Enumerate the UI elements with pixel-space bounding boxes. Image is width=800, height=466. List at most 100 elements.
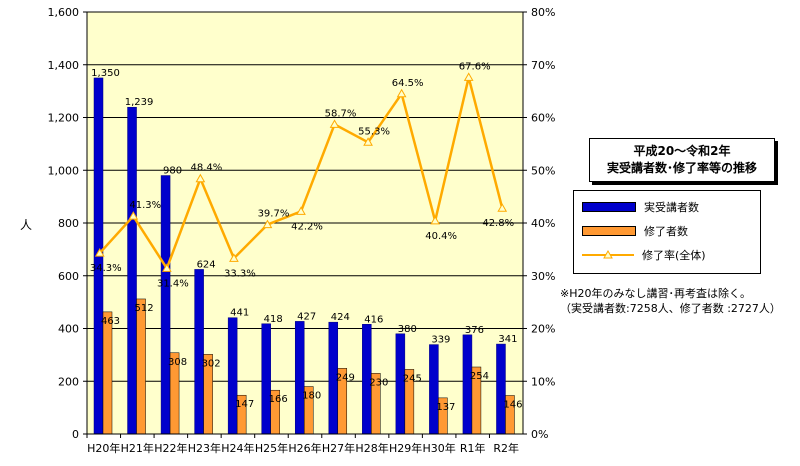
- data-label-completed: 180: [302, 391, 321, 402]
- chart-title-line1: 平成20～令和2年: [633, 144, 731, 158]
- data-label-completed: 166: [269, 394, 288, 405]
- right-tick-label: 60%: [531, 112, 555, 125]
- rate-marker: [229, 253, 239, 262]
- legend-item-completed: 修了者数: [582, 223, 688, 239]
- data-label-completed: 254: [470, 371, 489, 382]
- x-tick-label: R2年: [493, 441, 519, 455]
- data-label-rate: 48.4%: [190, 163, 222, 174]
- legend-item-rate: 修了率(全体): [582, 247, 706, 263]
- data-label-rate: 58.7%: [325, 108, 357, 119]
- data-label-rate: 67.6%: [459, 61, 491, 72]
- data-label-completed: 463: [101, 316, 120, 327]
- rate-marker: [430, 215, 441, 225]
- right-tick-label: 70%: [531, 59, 555, 72]
- rate-marker: [463, 72, 474, 81]
- data-label-rate: 42.8%: [482, 218, 514, 229]
- legend-label-completed: 修了者数: [644, 225, 688, 238]
- x-tick-label: H24年: [221, 441, 254, 455]
- left-tick-label: 0: [72, 428, 79, 441]
- data-label-enrolled: 376: [465, 325, 484, 336]
- right-tick-label: 50%: [531, 164, 555, 177]
- bar-enrolled: [294, 321, 305, 435]
- x-tick-label: H29年: [389, 441, 422, 455]
- data-label-completed: 308: [168, 357, 187, 368]
- x-tick-label: H20年: [87, 441, 120, 455]
- rate-marker: [329, 119, 340, 128]
- data-label-rate: 55.3%: [358, 126, 390, 137]
- data-label-rate: 41.3%: [129, 200, 161, 211]
- data-label-enrolled: 416: [364, 314, 383, 325]
- bar-completed: [136, 298, 146, 435]
- rate-marker: [195, 173, 206, 183]
- legend: 実受講者数 修了者数 修了率(全体): [573, 190, 761, 274]
- legend-label-rate: 修了率(全体): [642, 249, 706, 262]
- footnote: ※H20年のみなし講習･再考査は除く。 （実受講者数:7258人、修了者数 :2…: [560, 286, 781, 316]
- data-label-rate: 40.4%: [425, 231, 457, 242]
- data-label-rate: 42.2%: [291, 221, 323, 232]
- data-label-enrolled: 341: [498, 334, 517, 345]
- x-tick-label: H30年: [423, 441, 456, 455]
- data-label-rate: 31.4%: [157, 278, 189, 289]
- chart-title-line2: 実受講者数･修了率等の推移: [606, 161, 757, 175]
- data-label-enrolled: 424: [331, 312, 350, 323]
- data-label-completed: 147: [235, 399, 254, 410]
- right-tick-label: 30%: [531, 270, 555, 283]
- left-tick-label: 400: [58, 323, 79, 336]
- legend-swatch-enrolled: [582, 202, 636, 212]
- footnote-line1: ※H20年のみなし講習･再考査は除く。: [560, 287, 751, 300]
- rate-marker: [128, 211, 139, 220]
- data-label-completed: 137: [436, 402, 455, 413]
- legend-swatch-rate: [582, 250, 634, 259]
- left-tick-label: 600: [58, 270, 79, 283]
- data-label-enrolled: 1,239: [125, 97, 154, 108]
- rate-marker: [161, 263, 172, 272]
- data-label-enrolled: 980: [163, 166, 182, 177]
- rate-marker: [94, 248, 105, 257]
- right-tick-label: 0%: [531, 428, 548, 441]
- x-tick-label: H25年: [255, 441, 288, 455]
- axes: 0 200 400 600 800 1,000 1,200 1,400 1,600 0% 10% 20…: [48, 6, 556, 455]
- data-labels: 1,350 463 1,239 512 980 308 624 302 441 147 418 166…: [90, 61, 523, 412]
- data-label-rate: 39.7%: [258, 209, 290, 220]
- x-tick-label: H27年: [322, 441, 355, 455]
- x-tick-label: H23年: [188, 441, 221, 455]
- data-label-enrolled: 427: [297, 311, 316, 322]
- bar-enrolled: [160, 175, 171, 435]
- rate-marker: [396, 88, 407, 98]
- left-tick-label: 800: [58, 217, 79, 230]
- data-label-enrolled: 1,350: [91, 68, 120, 79]
- footnote-line2: （実受講者数:7258人、修了者数 :2727人）: [560, 302, 781, 315]
- data-label-enrolled: 624: [197, 259, 216, 270]
- data-label-completed: 230: [369, 377, 388, 388]
- data-label-enrolled: 339: [431, 335, 450, 346]
- bar-enrolled: [227, 317, 238, 435]
- rate-marker: [262, 219, 273, 229]
- left-tick-label: 1,600: [48, 6, 80, 19]
- data-label-completed: 146: [503, 399, 522, 410]
- right-tick-label: 10%: [531, 375, 555, 388]
- legend-label-enrolled: 実受講者数: [644, 201, 699, 214]
- y-axis-label: 人: [20, 218, 32, 232]
- data-label-completed: 245: [403, 373, 422, 384]
- x-tick-label: H26年: [288, 441, 321, 455]
- data-label-enrolled: 380: [398, 324, 417, 335]
- bar-enrolled: [261, 323, 271, 435]
- data-label-completed: 249: [336, 372, 355, 383]
- bar-enrolled: [496, 343, 506, 435]
- bar-enrolled: [429, 344, 439, 435]
- rate-line: [94, 72, 508, 272]
- data-label-rate: 33.3%: [224, 268, 256, 279]
- left-tick-label: 1,000: [48, 164, 80, 177]
- data-label-rate: 64.5%: [392, 78, 424, 89]
- rate-marker: [497, 203, 508, 212]
- data-label-enrolled: 441: [230, 308, 249, 319]
- chart-title-box: 平成20～令和2年 実受講者数･修了率等の推移: [589, 138, 775, 182]
- bar-completed: [102, 311, 113, 435]
- left-tick-label: 1,200: [48, 112, 80, 125]
- data-label-rate: 34.3%: [90, 263, 122, 274]
- data-label-completed: 512: [134, 303, 153, 314]
- legend-swatch-completed: [582, 226, 636, 236]
- data-label-completed: 302: [202, 358, 221, 369]
- x-tick-label: H22年: [154, 441, 187, 455]
